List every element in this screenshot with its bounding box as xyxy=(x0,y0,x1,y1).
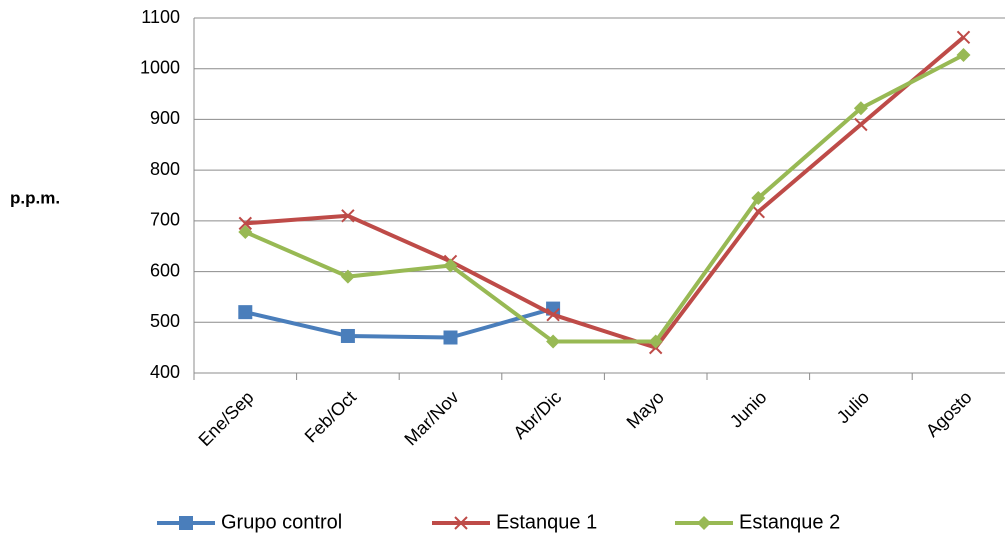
data-point xyxy=(443,330,458,345)
y-axis-label: p.p.m. xyxy=(10,188,60,207)
x-tick-label: Feb/Oct xyxy=(301,387,360,446)
data-point xyxy=(546,307,560,322)
data-point xyxy=(751,205,766,219)
legend-label: Estanque 1 xyxy=(496,511,597,533)
data-point xyxy=(853,101,868,116)
y-tick-label: 800 xyxy=(150,159,180,179)
data-point xyxy=(648,334,663,349)
x-tick-label: Abr/Dic xyxy=(509,387,565,443)
data-point xyxy=(238,305,253,320)
legend-marker xyxy=(179,516,193,530)
series-line xyxy=(245,35,965,350)
data-point xyxy=(340,269,355,284)
x-tick-label: Julio xyxy=(833,387,873,427)
x-tick-label: Mar/Nov xyxy=(400,387,462,449)
y-tick-label: 1100 xyxy=(141,7,180,27)
data-point xyxy=(751,191,766,206)
legend-label: Estanque 2 xyxy=(739,511,840,533)
data-point xyxy=(341,209,355,223)
x-tick-label: Junio xyxy=(726,387,771,432)
data-point xyxy=(238,225,253,240)
legend-label: Grupo control xyxy=(221,511,342,533)
y-tick-label: 500 xyxy=(150,311,180,331)
data-point xyxy=(854,117,868,132)
y-tick-label: 1000 xyxy=(140,57,180,77)
series-line xyxy=(244,306,554,340)
y-tick-label: 600 xyxy=(150,260,180,280)
data-point xyxy=(238,216,253,231)
x-tick-label: Mayo xyxy=(623,387,668,432)
x-tick-label: Agosto xyxy=(922,387,976,441)
y-tick-label: 900 xyxy=(150,108,180,128)
data-point xyxy=(443,258,458,273)
data-point xyxy=(340,328,355,343)
data-point xyxy=(956,30,971,44)
series-line xyxy=(244,53,965,344)
legend-marker xyxy=(454,516,468,530)
data-point xyxy=(546,334,561,349)
y-tick-label: 400 xyxy=(150,362,180,382)
x-tick-label: Ene/Sep xyxy=(195,387,258,450)
data-point xyxy=(956,48,971,63)
legend-marker xyxy=(697,516,711,530)
y-tick-label: 700 xyxy=(150,210,180,230)
